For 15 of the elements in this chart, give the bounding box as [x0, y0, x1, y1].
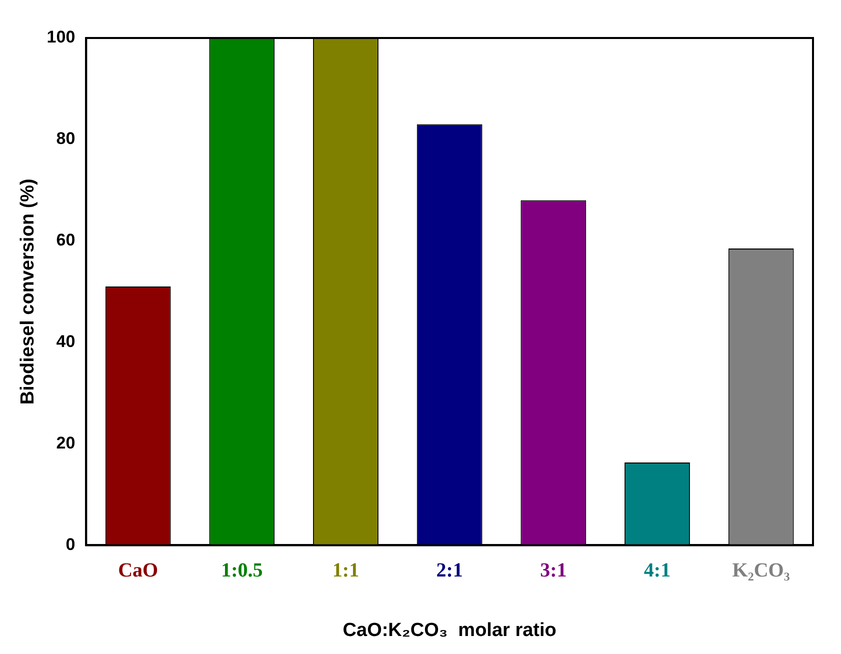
y-tick-label: 0 [66, 534, 76, 554]
x-axis-title: CaO:K₂CO₃ molar ratio [342, 620, 556, 641]
x-tick-label: 2:1 [436, 559, 463, 582]
y-tick-label: 60 [56, 230, 76, 250]
x-tick-label: K₂CO₃ [732, 559, 790, 582]
y-axis-title: Biodiesel conversion (%) [18, 178, 39, 405]
y-tick-label: 40 [56, 332, 76, 352]
x-tick-label: 3:1 [540, 559, 567, 582]
y-tick-label: 20 [56, 433, 76, 452]
x-tick-label: 1:0.5 [221, 559, 263, 582]
y-tick-label: 80 [56, 129, 76, 148]
y-tick-label: 100 [46, 28, 76, 47]
x-tick-label: 4:1 [644, 559, 671, 582]
x-tick-label: CaO [118, 559, 158, 582]
x-tick-label: 1:1 [332, 559, 360, 582]
